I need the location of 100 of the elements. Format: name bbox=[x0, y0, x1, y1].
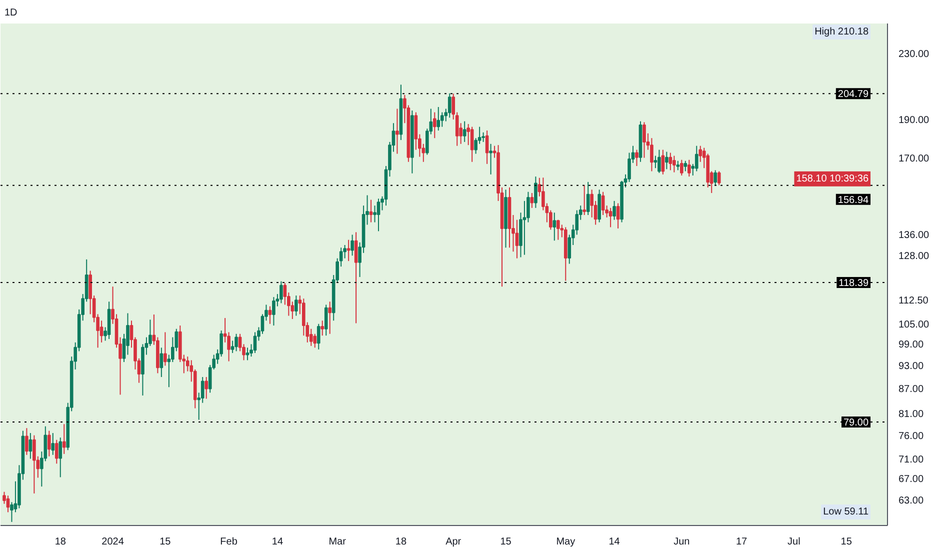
candlestick bbox=[238, 333, 242, 352]
y-tick-label: 170.00 bbox=[898, 153, 930, 164]
candlestick bbox=[54, 439, 58, 464]
y-tick-label: 63.00 bbox=[898, 495, 924, 506]
candlestick bbox=[268, 306, 272, 324]
candlestick bbox=[204, 376, 208, 400]
candlestick bbox=[684, 160, 688, 172]
x-tick-label: 2024 bbox=[102, 536, 124, 548]
x-tick-label: Jun bbox=[674, 536, 690, 548]
candlestick bbox=[294, 295, 298, 316]
x-tick-label: 18 bbox=[395, 536, 407, 548]
x-tick-label: May bbox=[556, 536, 576, 548]
candlestick bbox=[313, 333, 317, 348]
candlestick bbox=[601, 191, 605, 216]
y-tick-label: 136.00 bbox=[898, 230, 930, 242]
x-tick-label: 15 bbox=[840, 536, 852, 548]
candlestick bbox=[396, 108, 399, 154]
candlestick bbox=[346, 239, 350, 262]
candlestick bbox=[642, 122, 646, 158]
candlestick bbox=[376, 198, 380, 232]
ref-line-label: 118.39 bbox=[838, 278, 869, 290]
y-tick-label: 67.00 bbox=[898, 474, 924, 486]
candlestick bbox=[328, 301, 332, 334]
annotation: 158.10 10:39:36 bbox=[796, 173, 869, 184]
candlestick bbox=[58, 437, 62, 478]
candlestick bbox=[654, 155, 658, 169]
candlestick bbox=[316, 323, 320, 350]
candlestick bbox=[515, 219, 519, 259]
candlestick bbox=[324, 304, 328, 336]
ref-line-label: 204.79 bbox=[838, 89, 869, 100]
y-tick-label: 76.00 bbox=[898, 430, 924, 442]
candlestick bbox=[612, 200, 616, 220]
x-tick-label: 14 bbox=[608, 536, 620, 548]
candlestick bbox=[658, 149, 661, 174]
ref-line-label: 79.00 bbox=[843, 417, 869, 428]
candlestick bbox=[668, 152, 672, 171]
candlestick bbox=[320, 320, 324, 336]
x-tick-label: 18 bbox=[54, 536, 66, 548]
candlestick bbox=[230, 340, 234, 354]
candlestick bbox=[432, 112, 436, 139]
annotation: Low 59.11 bbox=[823, 506, 869, 518]
y-tick-label: 105.00 bbox=[898, 319, 930, 330]
candlestick bbox=[462, 120, 466, 142]
candlestick bbox=[687, 159, 691, 178]
y-tick-label: 230.00 bbox=[898, 49, 930, 60]
candlestick bbox=[6, 495, 10, 513]
candlestick bbox=[717, 170, 721, 186]
candlestick bbox=[676, 160, 680, 171]
candlestick bbox=[694, 145, 698, 172]
candlestick bbox=[530, 192, 534, 208]
chart-title: 1D bbox=[4, 8, 18, 18]
candlestick bbox=[556, 219, 560, 240]
candlestick bbox=[272, 296, 276, 326]
candlestick bbox=[234, 333, 238, 352]
candlestick bbox=[246, 347, 250, 361]
ref-line-label: 156.94 bbox=[838, 194, 869, 206]
candlestick bbox=[470, 126, 474, 162]
candlestick bbox=[373, 205, 376, 223]
candlestick bbox=[164, 332, 167, 366]
candlestick bbox=[32, 434, 36, 494]
candlestick bbox=[608, 207, 612, 228]
candlestick bbox=[62, 424, 66, 454]
y-tick-label: 99.00 bbox=[898, 340, 924, 351]
y-tick-label: 112.50 bbox=[898, 296, 929, 307]
candlestick bbox=[160, 347, 164, 378]
y-tick-label: 81.00 bbox=[898, 408, 924, 420]
x-tick-label: 17 bbox=[736, 536, 748, 548]
candlestick bbox=[665, 151, 668, 170]
candlestick bbox=[350, 234, 354, 256]
y-tick-label: 93.00 bbox=[898, 361, 924, 372]
x-tick-label: Feb bbox=[220, 536, 238, 548]
candlestick bbox=[280, 280, 283, 304]
candlestick bbox=[485, 130, 489, 164]
candlestick bbox=[369, 199, 373, 223]
candlestick bbox=[672, 155, 676, 173]
x-tick-label: Apr bbox=[446, 536, 462, 548]
candlestick bbox=[635, 149, 638, 167]
candlestick bbox=[552, 212, 556, 242]
y-tick-label: 71.00 bbox=[898, 454, 924, 466]
candlestick bbox=[47, 430, 51, 457]
x-tick-label: 15 bbox=[160, 536, 172, 548]
y-tick-label: 128.00 bbox=[898, 251, 930, 262]
candlestick bbox=[28, 432, 32, 460]
candlestick bbox=[436, 106, 440, 132]
candlestick bbox=[51, 432, 55, 456]
candlestick bbox=[586, 181, 590, 216]
candlestick bbox=[582, 184, 586, 216]
candlestick bbox=[489, 143, 492, 175]
candlestick bbox=[534, 176, 538, 208]
x-tick-label: Mar bbox=[328, 536, 347, 548]
candlestick bbox=[448, 92, 452, 118]
candlestick bbox=[354, 232, 358, 324]
x-tick-label: 15 bbox=[500, 536, 512, 548]
candlestick bbox=[650, 138, 654, 172]
y-tick-label: 87.00 bbox=[898, 384, 924, 396]
candlestick bbox=[25, 428, 28, 456]
x-tick-label: Jul bbox=[788, 536, 800, 548]
candlestick bbox=[714, 170, 717, 186]
y-tick-label: 190.00 bbox=[898, 114, 930, 126]
annotation: High 210.18 bbox=[814, 26, 869, 38]
